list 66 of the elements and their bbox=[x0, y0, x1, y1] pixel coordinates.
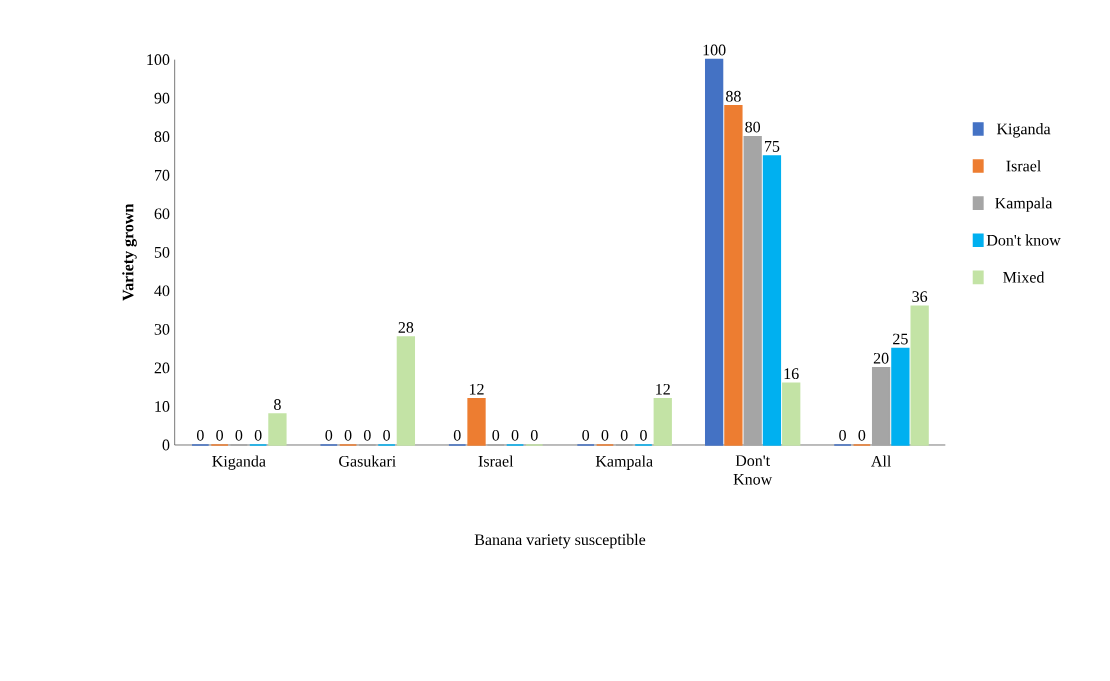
y-tick-label: 20 bbox=[154, 362, 170, 374]
bar bbox=[743, 135, 762, 446]
y-tick-label: 100 bbox=[147, 54, 170, 66]
data-label: 0 bbox=[492, 429, 500, 441]
data-label: 0 bbox=[839, 429, 846, 441]
x-tick-label: Kiganda bbox=[212, 455, 266, 470]
data-label: 28 bbox=[398, 322, 414, 333]
legend-label: Mixed bbox=[1003, 271, 1045, 283]
data-label: 0 bbox=[453, 429, 461, 441]
y-tick-label: 0 bbox=[162, 439, 170, 451]
data-label: 20 bbox=[873, 352, 889, 364]
legend-label: Don't know bbox=[986, 234, 1061, 246]
data-label: 0 bbox=[344, 429, 352, 441]
y-tick-label: 70 bbox=[155, 169, 170, 181]
x-tick-label: Don't Know bbox=[733, 455, 773, 485]
x-tick-label: All bbox=[871, 455, 892, 467]
data-label: 0 bbox=[254, 429, 262, 441]
data-label: 0 bbox=[235, 429, 243, 441]
bar bbox=[704, 58, 724, 446]
data-label: 12 bbox=[469, 383, 484, 395]
y-tick-label: 80 bbox=[154, 131, 170, 143]
data-label: 0 bbox=[530, 429, 538, 441]
data-label: 80 bbox=[745, 121, 761, 133]
bar bbox=[762, 155, 782, 446]
bar bbox=[891, 347, 910, 446]
y-tick-label: 90 bbox=[154, 92, 170, 104]
data-label: 8 bbox=[274, 399, 281, 410]
bar bbox=[782, 382, 801, 446]
y-tick-label: 60 bbox=[154, 208, 170, 220]
data-label: 0 bbox=[363, 429, 371, 441]
y-tick-label: 50 bbox=[154, 246, 170, 258]
y-tick-label: 10 bbox=[155, 401, 170, 412]
x-axis-title: Banana variety susceptible bbox=[474, 533, 646, 549]
data-label: 0 bbox=[511, 429, 519, 441]
bar bbox=[467, 397, 486, 446]
bar bbox=[268, 413, 287, 446]
legend-label: Israel bbox=[1006, 160, 1041, 172]
data-label: 0 bbox=[620, 429, 628, 441]
data-label: 100 bbox=[703, 44, 726, 56]
data-label: 0 bbox=[196, 429, 204, 441]
data-label: 12 bbox=[656, 383, 670, 395]
bar bbox=[871, 367, 891, 446]
data-label: 75 bbox=[764, 141, 780, 152]
data-label: 0 bbox=[383, 429, 390, 441]
bar bbox=[910, 305, 929, 446]
data-label: 36 bbox=[912, 291, 928, 302]
y-tick-label: 30 bbox=[154, 323, 170, 335]
x-tick-label: Israel bbox=[478, 455, 514, 467]
data-label: 0 bbox=[582, 429, 590, 441]
legend-label: Kampala bbox=[995, 197, 1053, 212]
legend-label: Kiganda bbox=[996, 123, 1051, 138]
data-label: 0 bbox=[216, 429, 224, 441]
y-axis-title: Variety grown bbox=[122, 203, 137, 301]
data-label: 0 bbox=[858, 429, 866, 441]
data-label: 16 bbox=[784, 368, 799, 380]
y-tick-label: 40 bbox=[154, 285, 170, 297]
data-label: 0 bbox=[640, 429, 647, 441]
data-label: 88 bbox=[726, 90, 741, 102]
x-tick-label: Gasukari bbox=[339, 455, 396, 467]
data-label: 0 bbox=[325, 429, 333, 441]
data-label: 0 bbox=[601, 429, 609, 441]
data-label: 25 bbox=[893, 333, 908, 345]
bar bbox=[653, 397, 672, 446]
bar bbox=[724, 105, 743, 446]
x-tick-label: Kampala bbox=[595, 455, 653, 470]
bar bbox=[396, 336, 416, 446]
